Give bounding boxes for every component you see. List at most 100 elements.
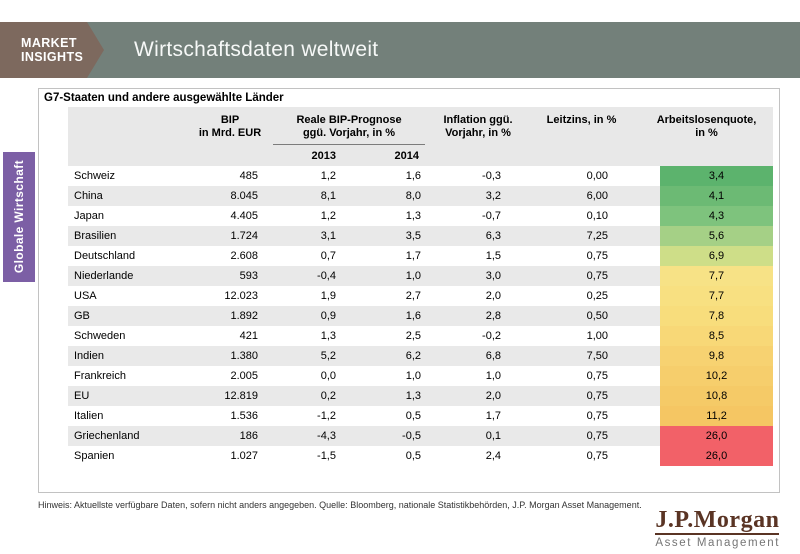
table-row: Niederlande 593 -0,4 1,0 3,0 0,75 7,7 — [68, 266, 774, 286]
cell-inflation: 1,7 — [433, 406, 524, 426]
cell-leitzins: 7,50 — [523, 346, 641, 366]
cell-bip-2013: 5,2 — [265, 346, 350, 366]
cell-bip: 485 — [195, 166, 265, 186]
header-bip-forecast-label: Reale BIP-Prognose ggü. Vorjahr, in % — [273, 107, 426, 145]
cell-country: Spanien — [68, 446, 195, 466]
cell-country: EU — [68, 386, 195, 406]
cell-bip-2013: 8,1 — [265, 186, 350, 206]
cell-spacer — [640, 326, 661, 346]
market-insights-badge-label: MARKET INSIGHTS — [0, 22, 104, 64]
footer-note: Hinweis: Aktuellste verfügbare Daten, so… — [38, 500, 642, 510]
cell-spacer — [640, 426, 661, 446]
table-row: Deutschland 2.608 0,7 1,7 1,5 0,75 6,9 — [68, 246, 774, 266]
cell-inflation: 2,0 — [433, 386, 524, 406]
table-row: Schweiz 485 1,2 1,6 -0,3 0,00 3,4 — [68, 166, 774, 186]
cell-spacer — [640, 446, 661, 466]
jpmorgan-logo: J.P.Morgan Asset Management — [655, 508, 780, 549]
cell-bip: 1.380 — [195, 346, 265, 366]
cell-spacer — [640, 386, 661, 406]
cell-bip: 1.536 — [195, 406, 265, 426]
table-row: Japan 4.405 1,2 1,3 -0,7 0,10 4,3 — [68, 206, 774, 226]
section-tab-globale-wirtschaft[interactable]: Globale Wirtschaft — [3, 152, 35, 282]
table-subheader-row: 2013 2014 — [68, 148, 773, 166]
cell-country: Deutschland — [68, 246, 195, 266]
cell-leitzins: 7,25 — [523, 226, 641, 246]
table-row: Frankreich 2.005 0,0 1,0 1,0 0,75 10,2 — [68, 366, 774, 386]
cell-unemployment: 7,8 — [660, 306, 774, 326]
cell-bip-2013: 1,2 — [265, 166, 350, 186]
cell-bip-2013: -0,4 — [265, 266, 350, 286]
cell-unemployment: 8,5 — [660, 326, 774, 346]
cell-unemployment: 6,9 — [660, 246, 774, 266]
cell-bip: 2.608 — [195, 246, 265, 266]
cell-inflation: 6,3 — [433, 226, 524, 246]
header-bip: BIP in Mrd. EUR — [195, 107, 265, 166]
cell-unemployment: 3,4 — [660, 166, 774, 186]
cell-spacer — [640, 366, 661, 386]
cell-country: Schweden — [68, 326, 195, 346]
table-row: Italien 1.536 -1,2 0,5 1,7 0,75 11,2 — [68, 406, 774, 426]
cell-bip-2014: 1,3 — [350, 206, 434, 226]
badge-line1: MARKET — [21, 36, 77, 50]
cell-bip-2013: 0,9 — [265, 306, 350, 326]
cell-bip-2014: 3,5 — [350, 226, 434, 246]
cell-leitzins: 0,75 — [523, 366, 641, 386]
header-leitzins: Leitzins, in % — [523, 107, 641, 166]
cell-spacer — [640, 306, 661, 326]
cell-inflation: 1,0 — [433, 366, 524, 386]
cell-bip-2014: 0,5 — [350, 406, 434, 426]
cell-unemployment: 10,2 — [660, 366, 774, 386]
cell-bip-2013: 0,0 — [265, 366, 350, 386]
page-title: Wirtschaftsdaten weltweit — [134, 38, 379, 61]
cell-bip: 1.892 — [195, 306, 265, 326]
table-header-row: BIP in Mrd. EUR Reale BIP-Prognose ggü. … — [68, 107, 774, 166]
cell-unemployment: 7,7 — [660, 266, 774, 286]
section-tab-label: Globale Wirtschaft — [12, 160, 26, 274]
cell-unemployment: 4,1 — [660, 186, 774, 206]
cell-unemployment: 11,2 — [660, 406, 774, 426]
cell-spacer — [640, 166, 661, 186]
cell-bip: 12.819 — [195, 386, 265, 406]
cell-unemployment: 26,0 — [660, 426, 774, 446]
cell-spacer — [640, 226, 661, 246]
cell-bip: 1.027 — [195, 446, 265, 466]
cell-bip-2013: 0,7 — [265, 246, 350, 266]
cell-leitzins: 0,75 — [523, 246, 641, 266]
cell-leitzins: 1,00 — [523, 326, 641, 346]
cell-bip-2013: 1,9 — [265, 286, 350, 306]
cell-leitzins: 0,25 — [523, 286, 641, 306]
table-row: GB 1.892 0,9 1,6 2,8 0,50 7,8 — [68, 306, 774, 326]
cell-bip-2013: -4,3 — [265, 426, 350, 446]
cell-country: Frankreich — [68, 366, 195, 386]
header-leitzins-label: Leitzins, in % — [546, 114, 617, 126]
table-row: USA 12.023 1,9 2,7 2,0 0,25 7,7 — [68, 286, 774, 306]
cell-bip: 4.405 — [195, 206, 265, 226]
cell-bip-2014: 1,6 — [350, 166, 434, 186]
cell-spacer — [640, 206, 661, 226]
cell-unemployment: 4,3 — [660, 206, 774, 226]
table-row: Schweden 421 1,3 2,5 -0,2 1,00 8,5 — [68, 326, 774, 346]
cell-bip-2014: 8,0 — [350, 186, 434, 206]
cell-bip-2013: 3,1 — [265, 226, 350, 246]
table-body: Schweiz 485 1,2 1,6 -0,3 0,00 3,4 China … — [68, 166, 774, 466]
cell-bip-2014: 1,6 — [350, 306, 434, 326]
cell-bip-2014: 1,3 — [350, 386, 434, 406]
cell-spacer — [640, 406, 661, 426]
cell-leitzins: 0,75 — [523, 406, 641, 426]
badge-line2: INSIGHTS — [21, 49, 84, 64]
table-row: Indien 1.380 5,2 6,2 6,8 7,50 9,8 — [68, 346, 774, 366]
cell-unemployment: 10,8 — [660, 386, 774, 406]
header-unemployment: Arbeitslosenquote, in % — [640, 107, 774, 166]
cell-inflation: 6,8 — [433, 346, 524, 366]
cell-country: Italien — [68, 406, 195, 426]
cell-bip-2013: 0,2 — [265, 386, 350, 406]
cell-bip-2014: 1,7 — [350, 246, 434, 266]
cell-bip: 1.724 — [195, 226, 265, 246]
cell-country: Schweiz — [68, 166, 195, 186]
cell-leitzins: 0,50 — [523, 306, 641, 326]
cell-bip-2013: -1,5 — [265, 446, 350, 466]
cell-leitzins: 6,00 — [523, 186, 641, 206]
cell-country: USA — [68, 286, 195, 306]
cell-inflation: -0,7 — [433, 206, 524, 226]
cell-inflation: 2,8 — [433, 306, 524, 326]
